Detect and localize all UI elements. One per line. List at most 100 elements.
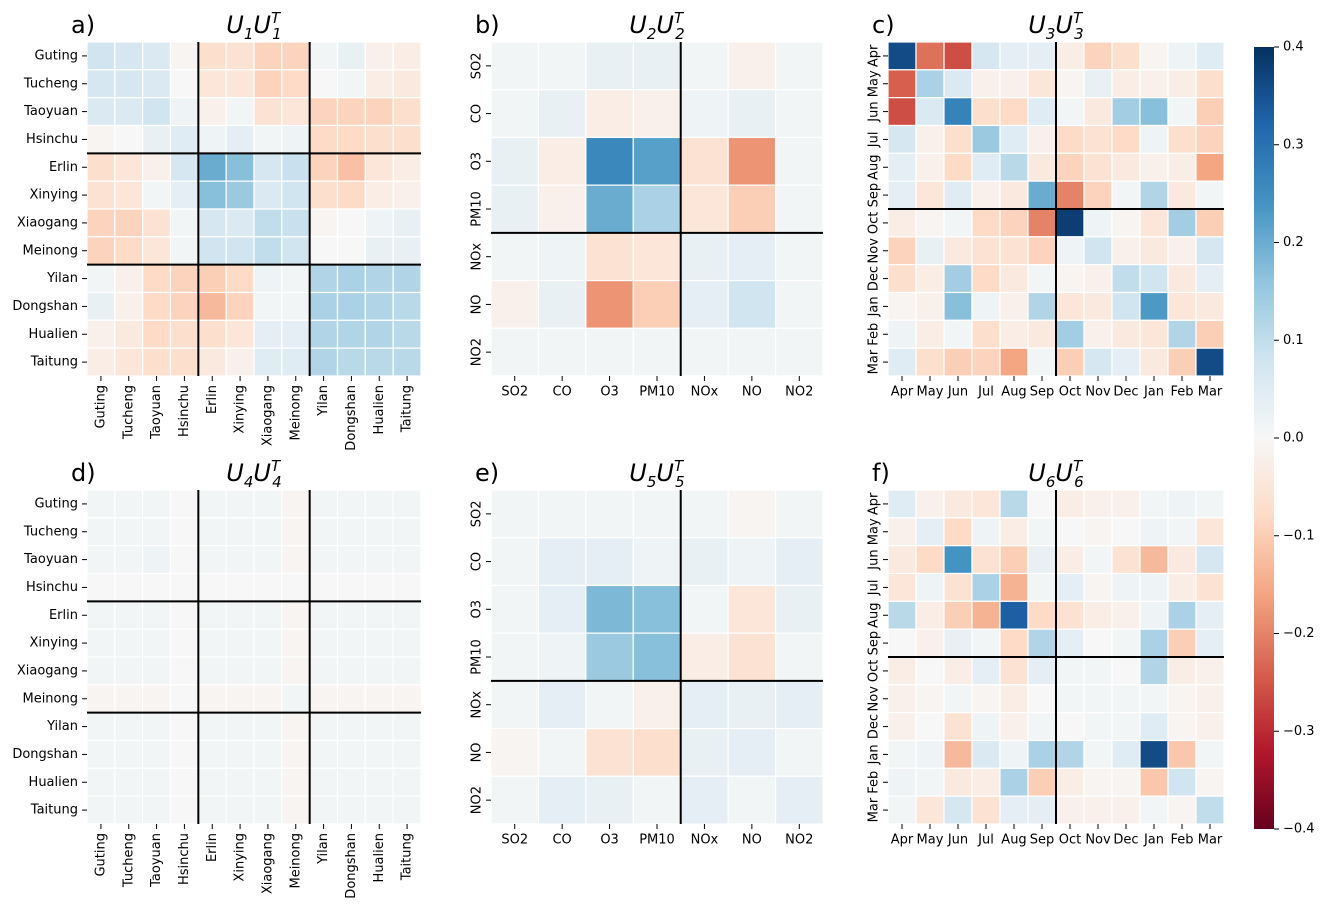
y-tick-label: Hualien: [29, 327, 78, 342]
heatmap-cell: [1111, 795, 1141, 825]
heatmap-cell: [114, 489, 144, 519]
heatmap-cell: [142, 41, 172, 71]
heatmap-cell: [1055, 152, 1085, 182]
heatmap-cell: [392, 545, 422, 575]
heatmap-cell: [114, 319, 144, 349]
y-tick-label: Jul: [867, 132, 882, 149]
heatmap-cell: [943, 264, 973, 294]
heatmap-cell: [1027, 767, 1057, 797]
x-tick-label: Mar: [1198, 385, 1223, 400]
heatmap-cell: [1027, 795, 1057, 825]
heatmap-cell: [225, 347, 255, 377]
heatmap-cell: [86, 69, 116, 99]
heatmap-cell: [971, 347, 1001, 377]
panel-letter: f): [872, 459, 890, 487]
heatmap-cell: [1167, 124, 1197, 154]
x-tick-label: Sep: [1030, 385, 1055, 400]
x-tick-label: Dec: [1113, 833, 1138, 848]
heatmap-cell: [490, 727, 540, 777]
heatmap-cell: [1083, 319, 1113, 349]
heatmap-cell: [1055, 97, 1085, 127]
y-tick-label: Dongshan: [12, 747, 78, 762]
heatmap-cell: [364, 41, 394, 71]
heatmap-cell: [253, 180, 283, 210]
heatmap-cell: [309, 97, 339, 127]
heatmap-cell: [1195, 124, 1225, 154]
heatmap-cell: [142, 264, 172, 294]
heatmap-cell: [86, 656, 116, 686]
heatmap-cell: [253, 152, 283, 182]
heatmap-cell: [392, 208, 422, 238]
heatmap-cell: [1195, 545, 1225, 575]
heatmap-cell: [169, 739, 199, 769]
heatmap-cell: [114, 628, 144, 658]
x-tick-label: Taitung: [400, 833, 415, 881]
heatmap-cell: [680, 327, 729, 377]
x-tick-label: Nov: [1085, 833, 1111, 848]
y-tick-label: NO: [470, 294, 485, 314]
heatmap-cell: [537, 537, 587, 587]
x-tick-label: Taoyuan: [149, 833, 164, 888]
y-tick-label: O3: [470, 152, 485, 171]
heatmap-cell: [774, 232, 824, 282]
heatmap-cell: [1139, 684, 1169, 714]
heatmap-cell: [197, 517, 227, 547]
heatmap-cell: [1055, 712, 1085, 742]
y-tick-label: NO2: [470, 786, 485, 814]
heatmap-cell: [971, 517, 1001, 547]
heatmap-cell: [114, 208, 144, 238]
heatmap-cell: [169, 600, 199, 630]
heatmap-cell: [1167, 600, 1197, 630]
heatmap-cell: [1139, 347, 1169, 377]
heatmap-cell: [253, 489, 283, 519]
heatmap-cell: [253, 712, 283, 742]
heatmap-cell: [943, 656, 973, 686]
heatmap-cell: [887, 180, 917, 210]
heatmap-cell: [971, 656, 1001, 686]
colorbar-tick-label: 0.1: [1283, 333, 1304, 348]
heatmap-cell: [1111, 264, 1141, 294]
y-tick-label: NO: [470, 742, 485, 762]
heatmap-cell: [253, 767, 283, 797]
heatmap-cell: [197, 572, 227, 602]
heatmap-cell: [225, 152, 255, 182]
x-tick-label: Jun: [947, 833, 968, 848]
heatmap-cell: [336, 291, 366, 321]
y-tick-label: Xinying: [29, 636, 78, 651]
heatmap-cell: [197, 628, 227, 658]
heatmap-cell: [1055, 236, 1085, 266]
heatmap-cell: [999, 767, 1029, 797]
heatmap-cell: [887, 319, 917, 349]
heatmap-cell: [537, 632, 587, 682]
heatmap-cell: [1083, 628, 1113, 658]
heatmap-cell: [253, 124, 283, 154]
heatmap-cell: [114, 236, 144, 266]
heatmap-cell: [392, 264, 422, 294]
y-tick-label: Nov: [867, 686, 882, 712]
heatmap-cell: [197, 69, 227, 99]
y-tick-label: Taitung: [30, 355, 78, 370]
heatmap-cell: [915, 347, 945, 377]
heatmap-cell: [632, 136, 682, 186]
x-tick-label: Hsinchu: [177, 385, 192, 437]
x-tick-label: Jul: [977, 833, 994, 848]
y-tick-label: Jan: [867, 744, 882, 765]
heatmap-cell: [727, 632, 777, 682]
heatmap-cell: [1055, 180, 1085, 210]
heatmap-cell: [142, 69, 172, 99]
heatmap-cell: [114, 684, 144, 714]
heatmap-cell: [490, 327, 540, 377]
heatmap-cell: [537, 775, 587, 825]
heatmap-cell: [225, 545, 255, 575]
heatmap-cell: [392, 795, 422, 825]
heatmap-cell: [774, 41, 824, 91]
heatmap-cell: [1055, 684, 1085, 714]
heatmap-cell: [1083, 41, 1113, 71]
heatmap-panel-4: Guting Tucheng Taoyuan Hsinchu Erlin Xinying X…: [12, 457, 422, 899]
heatmap-cell: [1055, 795, 1085, 825]
heatmap-cell: [281, 319, 311, 349]
heatmap-cell: [86, 600, 116, 630]
heatmap-cell: [114, 180, 144, 210]
heatmap-cell: [114, 291, 144, 321]
heatmap-cell: [169, 572, 199, 602]
